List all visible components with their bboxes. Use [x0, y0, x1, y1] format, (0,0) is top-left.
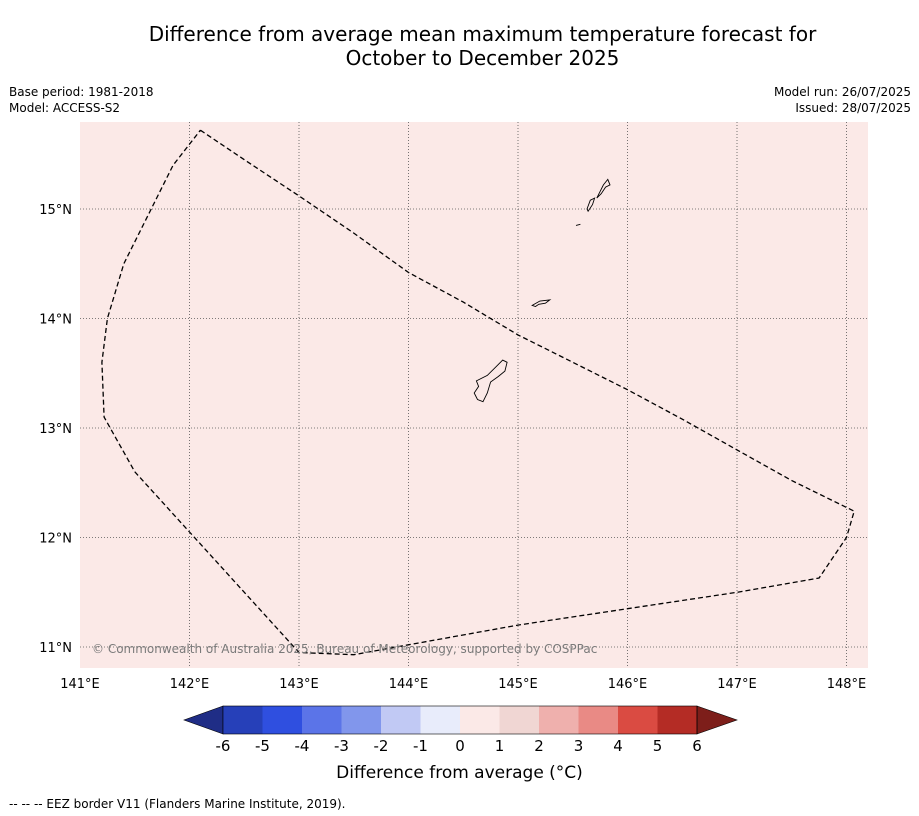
latitude-tick-label: 11°N: [39, 641, 72, 656]
colorbar-frame: [222, 705, 698, 735]
longitude-tick-label: 144°E: [389, 677, 429, 692]
longitude-tick-label: 146°E: [608, 677, 648, 692]
colorbar-segment: [420, 706, 460, 734]
colorbar-segment: [539, 706, 579, 734]
colorbar-segment: [460, 706, 500, 734]
colorbar-segment: [578, 706, 618, 734]
colorbar-segment: [223, 706, 263, 734]
colorbar-segment: [499, 706, 539, 734]
colorbar-tick-label: 5: [653, 737, 663, 755]
colorbar-tick-label: -6: [216, 737, 231, 755]
eez-border: [101, 129, 855, 656]
graticule: [80, 122, 868, 668]
colorbar-segment: [657, 706, 697, 734]
issued-date: Issued: 28/07/2025: [795, 101, 911, 115]
longitude-tick-label: 141°E: [60, 677, 100, 692]
colorbar-segment: [341, 706, 381, 734]
latitude-tick-label: 14°N: [39, 313, 72, 328]
colorbar-tick-label: -3: [334, 737, 349, 755]
colorbar-tick-label: 3: [574, 737, 584, 755]
longitude-tick-label: 148°E: [827, 677, 867, 692]
eez-source-note: -- -- -- EEZ border V11 (Flanders Marine…: [9, 797, 346, 811]
colorbar-tick-label: 2: [534, 737, 544, 755]
colorbar-extend-low: [183, 705, 224, 735]
colorbar-tick-label: 1: [495, 737, 505, 755]
colorbar-extend-high: [696, 705, 738, 735]
island-outline: [575, 223, 581, 226]
longitude-tick-label: 142°E: [170, 677, 210, 692]
longitude-labels: 141°E 142°E 143°E 144°E 145°E 146°E 147°E 148°E: [60, 677, 866, 692]
colorbar-label: Difference from average (°C): [336, 763, 583, 783]
title-line-2: October to December 2025: [345, 46, 620, 70]
map-background: [80, 122, 868, 668]
longitude-tick-label: 147°E: [717, 677, 757, 692]
latitude-tick-label: 12°N: [39, 532, 72, 547]
colorbar-segment: [381, 706, 421, 734]
island-outline: [531, 299, 552, 307]
colorbar-tick-label: -4: [295, 737, 310, 755]
islands: [473, 178, 611, 403]
colorbar-tick-label: -1: [413, 737, 428, 755]
island-outline: [473, 359, 508, 403]
model-run: Model run: 26/07/2025: [773, 85, 911, 99]
copyright-notice: © Commonwealth of Australia 2025, Bureau…: [92, 642, 597, 656]
latitude-labels: 15°N 14°N 13°N 12°N 11°N: [39, 203, 72, 656]
latitude-tick-label: 13°N: [39, 422, 72, 437]
latitude-tick-label: 15°N: [39, 203, 72, 218]
longitude-tick-label: 145°E: [498, 677, 538, 692]
colorbar: -6 -5 -4 -3 -2 -1 0 1 2 3 4 5 6: [183, 705, 738, 755]
colorbar-tick-label: 4: [613, 737, 623, 755]
island-outline: [586, 197, 596, 213]
longitude-tick-label: 143°E: [279, 677, 319, 692]
colorbar-tick-label: 0: [455, 737, 465, 755]
model-name: Model: ACCESS-S2: [9, 101, 121, 115]
colorbar-segment: [618, 706, 658, 734]
colorbar-tick-label: -2: [374, 737, 389, 755]
colorbar-segment: [302, 706, 342, 734]
colorbar-segment: [262, 706, 302, 734]
meta-right: Model run: 26/07/2025 Issued: 28/07/2025: [774, 84, 911, 116]
colorbar-tick-label: 6: [692, 737, 702, 755]
base-period: Base period: 1981-2018: [9, 85, 154, 99]
title-line-1: Difference from average mean maximum tem…: [148, 22, 817, 46]
chart-title: Difference from average mean maximum tem…: [50, 22, 915, 70]
colorbar-tick-label: -5: [255, 737, 270, 755]
island-outline: [596, 178, 611, 199]
meta-left: Base period: 1981-2018 Model: ACCESS-S2: [9, 84, 154, 116]
